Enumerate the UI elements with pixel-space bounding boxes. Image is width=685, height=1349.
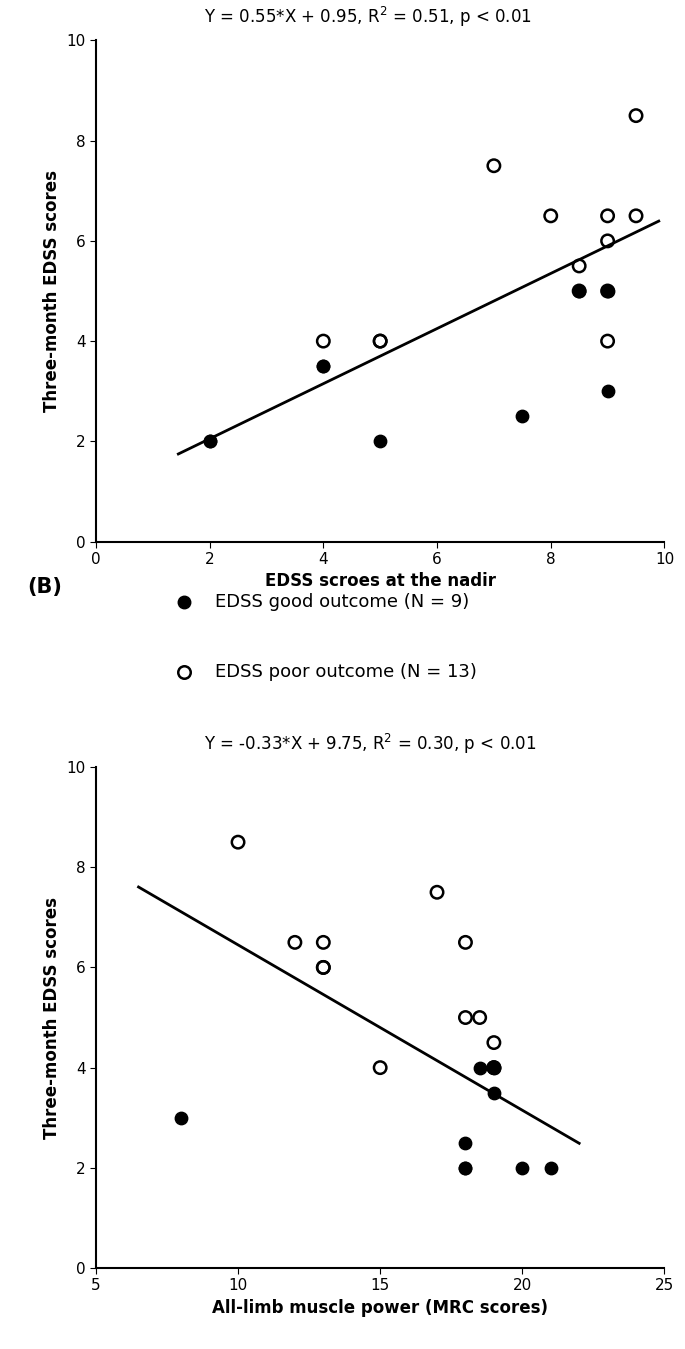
Text: Y = 0.55*X + 0.95, R$^2$ = 0.51, p < 0.01: Y = 0.55*X + 0.95, R$^2$ = 0.51, p < 0.0…	[204, 5, 532, 30]
Text: Y = -0.33*X + 9.75, R$^2$ = 0.30, p < 0.01: Y = -0.33*X + 9.75, R$^2$ = 0.30, p < 0.…	[204, 733, 536, 755]
Point	[460, 1006, 471, 1028]
Point	[488, 1056, 499, 1078]
Point	[318, 956, 329, 978]
Text: EDSS good outcome (N = 9): EDSS good outcome (N = 9)	[215, 592, 469, 611]
Point	[602, 281, 613, 302]
Point	[602, 380, 613, 402]
Point	[460, 1157, 471, 1179]
Point	[460, 932, 471, 954]
Point	[375, 331, 386, 352]
Point	[630, 105, 641, 127]
Point	[488, 1056, 499, 1078]
Point	[375, 430, 386, 452]
Point	[204, 430, 215, 452]
Point	[318, 331, 329, 352]
Point	[545, 205, 556, 227]
Point	[318, 355, 329, 376]
Point	[516, 406, 527, 428]
Point	[488, 155, 499, 177]
Point	[232, 831, 244, 853]
Point	[488, 1082, 499, 1103]
Point	[318, 355, 329, 376]
Point	[204, 430, 215, 452]
Y-axis label: Three-month EDSS scores: Three-month EDSS scores	[42, 170, 61, 411]
Point	[474, 1056, 485, 1078]
Point	[602, 231, 613, 252]
Point	[545, 1157, 556, 1179]
Point	[175, 1108, 186, 1129]
X-axis label: EDSS scroes at the nadir: EDSS scroes at the nadir	[264, 572, 496, 591]
Point	[474, 1006, 485, 1028]
Point	[318, 932, 329, 954]
Point	[602, 331, 613, 352]
Point	[460, 1157, 471, 1179]
X-axis label: All-limb muscle power (MRC scores): All-limb muscle power (MRC scores)	[212, 1299, 548, 1317]
Point	[375, 331, 386, 352]
Point	[602, 281, 613, 302]
Point	[516, 1157, 527, 1179]
Y-axis label: Three-month EDSS scores: Three-month EDSS scores	[42, 897, 61, 1139]
Point	[460, 1132, 471, 1153]
Point	[573, 281, 584, 302]
Point	[290, 932, 301, 954]
Point	[488, 1032, 499, 1054]
Point	[630, 205, 641, 227]
Point	[318, 956, 329, 978]
Point	[375, 1056, 386, 1078]
Point	[602, 205, 613, 227]
Point	[432, 881, 443, 902]
Point	[573, 255, 584, 277]
Point	[488, 1056, 499, 1078]
Point	[573, 281, 584, 302]
Text: EDSS poor outcome (N = 13): EDSS poor outcome (N = 13)	[215, 662, 477, 681]
Text: (B): (B)	[27, 576, 62, 596]
